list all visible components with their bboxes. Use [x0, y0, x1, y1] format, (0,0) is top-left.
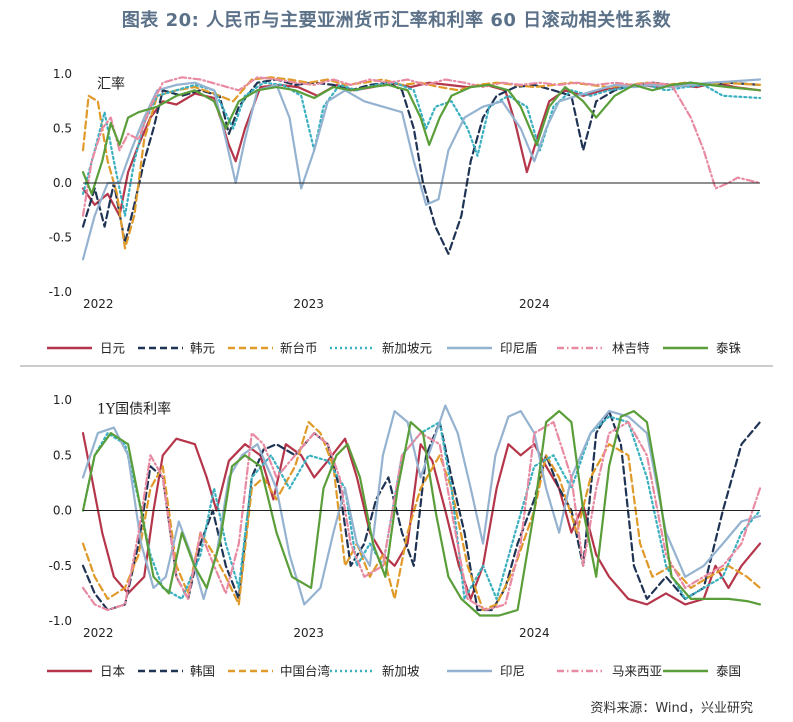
x-tick-label: 2022 [83, 297, 114, 311]
source-note: 资料来源：Wind，兴业研究 [590, 701, 753, 716]
legend-label: 新台币 [280, 341, 318, 356]
legend: 日本 韩国 中国台湾 新加坡 印尼 马来西亚 泰国 [47, 664, 741, 679]
legend-label: 韩元 [190, 341, 215, 356]
legend-label: 泰国 [716, 664, 741, 679]
figure-title: 图表 20: 人民币与主要亚洲货币汇率和利率 60 日滚动相关性系数 [121, 10, 672, 31]
legend-label: 泰铢 [716, 341, 742, 356]
legend-label: 中国台湾 [280, 664, 330, 679]
x-tick-label: 2023 [293, 626, 324, 640]
series-line-6 [81, 421, 762, 612]
panel-corner-label: 汇率 [97, 76, 125, 93]
x-tick-label: 2022 [83, 626, 114, 640]
series-line-3 [81, 76, 762, 250]
series-line-1 [81, 432, 762, 606]
legend-label: 韩国 [190, 664, 215, 679]
y-tick-label: 0.0 [53, 176, 72, 190]
series-line-2 [81, 410, 762, 612]
series-line-4 [81, 81, 762, 217]
y-tick-label: -0.5 [49, 231, 72, 245]
chart-panel-2: 1Y国债利率 1.0 0.5 0.0 -0.5 -1.0 2022 2023 2024 日本 韩国 中… [47, 393, 762, 679]
legend-label: 马来西亚 [612, 664, 662, 679]
series-line-2 [81, 78, 762, 255]
legend-label: 林吉特 [612, 341, 650, 356]
legend-label: 新加坡 [382, 664, 420, 679]
y-tick-label: -1.0 [49, 614, 72, 628]
series-line-7 [81, 410, 762, 617]
panel-corner-label: 1Y国债利率 [97, 401, 171, 418]
series-line-1 [81, 81, 762, 217]
y-tick-label: -0.5 [49, 559, 72, 573]
x-tick-label: 2024 [519, 297, 550, 311]
legend: 日元 韩元 新台币 新加坡元 印尼盾 林吉特 泰铢 [47, 341, 742, 356]
series-line-5 [81, 78, 762, 261]
y-tick-label: -1.0 [49, 285, 72, 299]
series-line-6 [81, 76, 762, 217]
y-tick-label: 0.0 [53, 504, 72, 518]
y-tick-label: 1.0 [53, 67, 72, 81]
x-tick-label: 2023 [293, 297, 324, 311]
legend-label: 日本 [100, 664, 126, 679]
y-tick-label: 0.5 [53, 448, 72, 462]
y-tick-label: 0.5 [53, 122, 72, 136]
series-line-7 [81, 81, 762, 195]
legend-label: 日元 [100, 341, 125, 356]
y-tick-label: 1.0 [53, 393, 72, 407]
legend-label: 印尼盾 [500, 341, 538, 356]
x-tick-label: 2024 [519, 626, 550, 640]
legend-label: 新加坡元 [382, 341, 432, 356]
chart-panel-1: 汇率 1.0 0.5 0.0 -0.5 -1.0 2022 2023 2024 日元 韩元 新台币 新加… [47, 67, 762, 356]
legend-label: 印尼 [500, 664, 525, 679]
